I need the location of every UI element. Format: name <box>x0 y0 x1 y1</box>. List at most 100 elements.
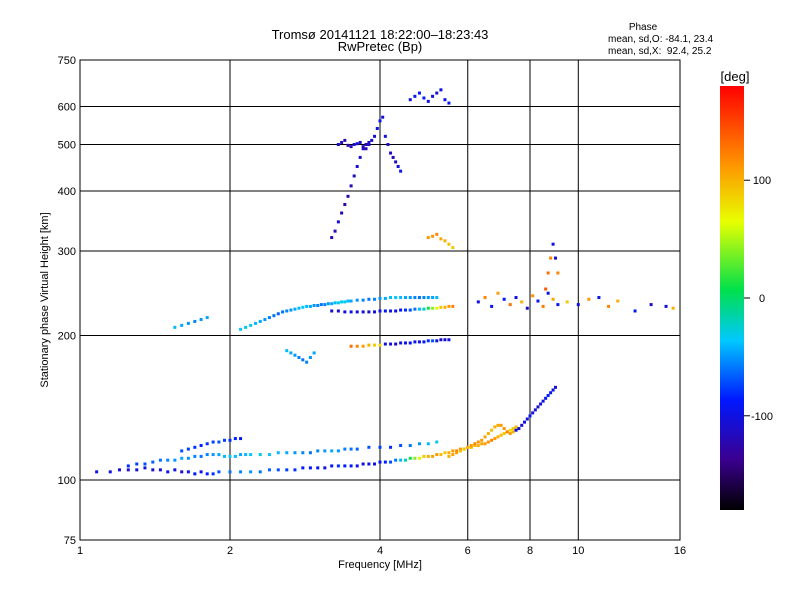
data-point <box>549 256 553 260</box>
data-point <box>439 88 443 92</box>
data-point <box>426 296 430 300</box>
data-point <box>439 305 443 309</box>
data-point <box>126 464 130 468</box>
data-point <box>417 307 421 311</box>
data-point <box>151 460 155 464</box>
x-tick-label: 1 <box>77 545 83 557</box>
data-point <box>349 299 353 303</box>
data-point <box>308 355 312 359</box>
data-point <box>364 143 368 147</box>
data-point <box>330 302 334 306</box>
data-point <box>375 126 379 130</box>
data-point <box>551 388 555 392</box>
data-point <box>389 296 393 300</box>
data-point <box>525 417 529 421</box>
data-point <box>403 341 407 345</box>
data-point <box>117 468 121 472</box>
data-point <box>340 211 344 215</box>
data-point <box>556 303 560 307</box>
data-point <box>289 351 293 355</box>
data-point <box>258 319 262 323</box>
data-point <box>408 456 412 460</box>
data-point <box>330 236 334 240</box>
data-point <box>389 342 393 346</box>
data-point <box>426 339 430 343</box>
x-tick-label: 8 <box>527 545 533 557</box>
data-point <box>469 444 473 448</box>
y-tick-label: 750 <box>58 55 76 67</box>
data-point <box>180 470 184 474</box>
data-points <box>95 88 675 476</box>
data-point <box>276 312 280 316</box>
data-point <box>158 468 162 472</box>
data-point <box>211 472 215 476</box>
data-point <box>435 440 439 444</box>
data-point <box>326 302 330 306</box>
data-point <box>403 308 407 312</box>
data-point <box>186 447 190 451</box>
data-point <box>483 442 487 446</box>
data-point <box>173 325 177 329</box>
data-point <box>301 451 305 455</box>
data-point <box>408 296 412 300</box>
data-point <box>431 296 435 300</box>
data-point <box>435 453 439 457</box>
data-point <box>293 468 297 472</box>
data-point <box>239 470 243 474</box>
data-point <box>228 470 232 474</box>
data-point <box>431 306 435 310</box>
data-point <box>483 435 487 439</box>
data-point <box>373 343 377 347</box>
data-point <box>276 451 280 455</box>
data-point <box>486 432 490 436</box>
data-point <box>458 449 462 453</box>
data-point <box>343 447 347 451</box>
data-point <box>340 300 344 304</box>
data-point <box>336 449 340 453</box>
data-point <box>458 447 462 451</box>
data-point <box>553 385 557 389</box>
data-point <box>205 453 209 457</box>
data-point <box>166 470 170 474</box>
data-point <box>323 466 327 470</box>
data-point <box>308 304 312 308</box>
data-point <box>95 470 99 474</box>
data-point <box>447 454 451 458</box>
data-point <box>349 464 353 468</box>
data-point <box>378 460 382 464</box>
x-tick-label: 4 <box>377 545 383 557</box>
data-point <box>422 454 426 458</box>
data-point <box>193 472 197 476</box>
data-point <box>413 296 417 300</box>
data-point <box>536 299 540 303</box>
data-point <box>447 304 451 308</box>
data-point <box>285 309 289 313</box>
data-point <box>514 425 518 429</box>
data-point <box>373 310 377 314</box>
data-point <box>399 308 403 312</box>
data-point <box>305 360 309 364</box>
data-point <box>386 143 390 147</box>
data-point <box>502 427 506 431</box>
data-point <box>143 462 147 466</box>
data-point <box>511 427 515 431</box>
data-point <box>367 445 371 449</box>
y-tick-label: 400 <box>58 186 76 198</box>
data-point <box>239 437 243 441</box>
data-point <box>565 300 569 304</box>
data-point <box>244 325 248 329</box>
data-point <box>272 314 276 318</box>
data-point <box>664 304 668 308</box>
data-point <box>233 437 237 441</box>
data-point <box>364 147 368 151</box>
data-point <box>394 309 398 313</box>
data-point <box>301 305 305 309</box>
data-point <box>435 339 439 343</box>
data-point <box>508 432 512 436</box>
data-point <box>205 472 209 476</box>
data-point <box>422 307 426 311</box>
y-tick-label: 200 <box>58 331 76 343</box>
y-tick-label: 600 <box>58 102 76 114</box>
data-point <box>389 460 393 464</box>
data-point <box>180 456 184 460</box>
